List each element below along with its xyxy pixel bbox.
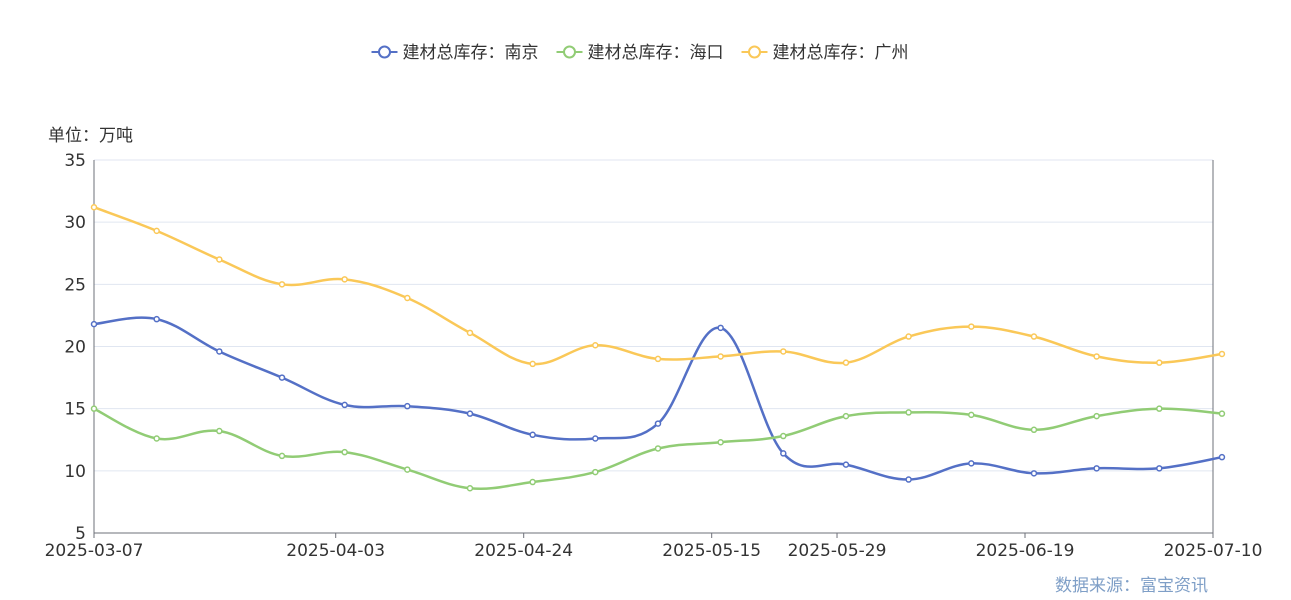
data-point[interactable] <box>1156 405 1163 412</box>
data-point[interactable] <box>905 333 912 340</box>
y-tick-label: 35 <box>64 151 86 171</box>
data-point[interactable] <box>90 320 98 328</box>
data-point[interactable] <box>905 476 912 483</box>
unit-label: 单位：万吨 <box>48 126 133 146</box>
grid-lines <box>94 159 1213 472</box>
data-point[interactable] <box>1093 353 1100 360</box>
data-point[interactable] <box>341 401 348 409</box>
data-point[interactable] <box>1218 453 1226 461</box>
data-point[interactable] <box>216 427 223 435</box>
legend-label: 建材总库存：海口 <box>588 43 724 63</box>
y-tick-label: 10 <box>64 462 86 482</box>
data-point[interactable] <box>1156 359 1163 366</box>
data-point[interactable] <box>216 348 223 355</box>
legend-marker-circle <box>378 45 391 59</box>
data-point[interactable] <box>842 412 850 420</box>
data-point[interactable] <box>1030 470 1038 477</box>
data-point[interactable] <box>592 342 599 349</box>
x-tick-label: 2025-05-15 <box>662 541 761 561</box>
x-tick-label: 2025-05-29 <box>788 541 887 561</box>
x-tick-label: 2025-06-19 <box>976 541 1075 561</box>
data-point[interactable] <box>1218 410 1226 417</box>
data-point[interactable] <box>654 445 662 452</box>
data-point[interactable] <box>968 460 975 467</box>
data-point[interactable] <box>529 478 536 486</box>
data-point[interactable] <box>968 411 975 419</box>
data-point[interactable] <box>1030 426 1038 434</box>
legend-item-0[interactable]: 建材总库存：南京 <box>371 43 539 63</box>
data-point[interactable] <box>842 461 850 468</box>
data-point[interactable] <box>278 281 286 288</box>
legend-label: 建材总库存：广州 <box>773 43 909 63</box>
data-point[interactable] <box>404 466 411 473</box>
data-point[interactable] <box>592 435 599 442</box>
data-point[interactable] <box>1093 412 1100 420</box>
data-point[interactable] <box>341 448 348 456</box>
legend-marker-circle <box>563 45 576 59</box>
series-line-2 <box>93 206 1223 366</box>
x-tick-label: 2025-03-07 <box>45 541 144 561</box>
data-point[interactable] <box>153 315 160 323</box>
data-point[interactable] <box>90 203 98 211</box>
data-point[interactable] <box>780 348 787 355</box>
y-tick-label: 15 <box>64 400 86 420</box>
data-point[interactable] <box>780 432 787 440</box>
data-point[interactable] <box>529 431 536 439</box>
data-point[interactable] <box>404 402 411 410</box>
data-point[interactable] <box>717 438 724 446</box>
data-point[interactable] <box>905 409 912 416</box>
data-point[interactable] <box>842 359 850 366</box>
data-point[interactable] <box>717 353 724 360</box>
data-point[interactable] <box>1093 465 1100 472</box>
data-point[interactable] <box>153 435 160 442</box>
data-point[interactable] <box>404 294 411 302</box>
y-tick-label: 25 <box>64 275 86 295</box>
data-point[interactable] <box>466 484 474 492</box>
data-point[interactable] <box>90 405 98 412</box>
legend-marker-circle <box>748 45 761 59</box>
series-points <box>90 203 1226 492</box>
data-point[interactable] <box>466 410 474 417</box>
data-point[interactable] <box>1030 333 1038 340</box>
legend-item-1[interactable]: 建材总库存：海口 <box>556 43 724 63</box>
data-point[interactable] <box>968 323 975 330</box>
data-point[interactable] <box>1156 465 1163 472</box>
data-point[interactable] <box>278 374 286 381</box>
legend[interactable]: 建材总库存：南京 建材总库存：海口 建材总库存：广州 <box>371 43 909 63</box>
data-point[interactable] <box>216 256 223 263</box>
data-point[interactable] <box>466 329 474 337</box>
axes: 5 10 15 20 25 30 35 2025-03-07 2025-04-03 2025-04… <box>45 151 1263 561</box>
source-label: 数据来源：富宝资讯 <box>1055 576 1208 596</box>
data-point[interactable] <box>341 276 348 283</box>
data-point[interactable] <box>592 468 599 476</box>
data-point[interactable] <box>1218 350 1226 358</box>
data-point[interactable] <box>529 360 536 368</box>
legend-label: 建材总库存：南京 <box>403 43 539 63</box>
data-point[interactable] <box>717 324 724 332</box>
data-point[interactable] <box>278 452 286 460</box>
x-tick-label: 2025-04-24 <box>474 541 573 561</box>
y-tick-label: 5 <box>75 524 86 544</box>
data-point[interactable] <box>654 420 662 427</box>
data-point[interactable] <box>654 355 662 363</box>
y-tick-label: 20 <box>64 338 86 358</box>
data-point[interactable] <box>780 450 787 457</box>
x-tick-label: 2025-07-10 <box>1164 541 1263 561</box>
data-point[interactable] <box>153 227 160 235</box>
legend-item-2[interactable]: 建材总库存：广州 <box>741 43 909 63</box>
y-tick-label: 30 <box>64 213 86 233</box>
x-tick-label: 2025-04-03 <box>286 541 385 561</box>
